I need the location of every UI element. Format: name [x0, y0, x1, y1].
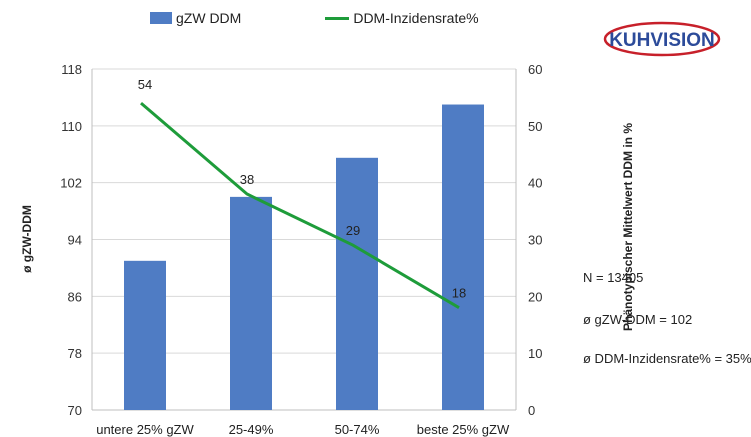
x-tick-label: untere 25% gZW — [96, 422, 194, 437]
y-tick-label-right: 60 — [528, 62, 542, 77]
legend-swatch-line — [325, 16, 350, 20]
legend-entry-bars: gZW DDM — [150, 10, 241, 26]
y-tick-label-left: 78 — [68, 346, 82, 361]
legend-label-line: DDM-Inzidensrate% — [353, 10, 479, 26]
legend-label-bars: gZW DDM — [176, 10, 242, 26]
x-tick-label: 50-74% — [335, 422, 380, 437]
incidence-line — [140, 101, 460, 309]
line-data-label: 54 — [138, 77, 152, 92]
bar — [124, 260, 166, 410]
y-tick-label-left: 86 — [68, 289, 82, 304]
logo-text: KUHVISION — [609, 30, 715, 51]
y-tick-label-left: 118 — [61, 62, 82, 77]
x-tick-label: beste 25% gZW — [417, 422, 510, 437]
bar — [336, 157, 378, 410]
y-tick-label-right: 40 — [528, 176, 542, 191]
bar — [442, 104, 484, 410]
stat-n: N = 13405 — [583, 270, 644, 285]
kuhvision-logo: KUHVISION — [603, 21, 721, 57]
line-data-label: 18 — [452, 286, 466, 301]
y-tick-label-right: 0 — [528, 403, 535, 418]
y-tick-label-right: 30 — [528, 233, 542, 248]
y-tick-label-right: 20 — [528, 289, 542, 304]
x-tick-label: 25-49% — [229, 422, 274, 437]
y-tick-label-right: 10 — [528, 346, 542, 361]
legend-entry-line: DDM-Inzidensrate% — [325, 10, 479, 26]
line-data-label: 38 — [240, 172, 254, 187]
y-tick-label-left: 94 — [68, 233, 82, 248]
y-tick-label-left: 110 — [61, 119, 82, 134]
line-data-label: 29 — [346, 223, 360, 238]
legend-swatch-bars — [150, 12, 172, 24]
y-tick-label-right: 50 — [528, 119, 542, 134]
stat-mean-gzw: ø gZW-DDM = 102 — [583, 312, 693, 327]
y-tick-label-left: 70 — [68, 403, 82, 418]
stat-mean-incidence: ø DDM-Inzidensrate% = 35% — [583, 351, 751, 366]
y-tick-label-left: 102 — [60, 176, 82, 191]
chart-legend: gZW DDM DDM-Inzidensrate% — [150, 10, 563, 26]
bar — [230, 196, 272, 410]
